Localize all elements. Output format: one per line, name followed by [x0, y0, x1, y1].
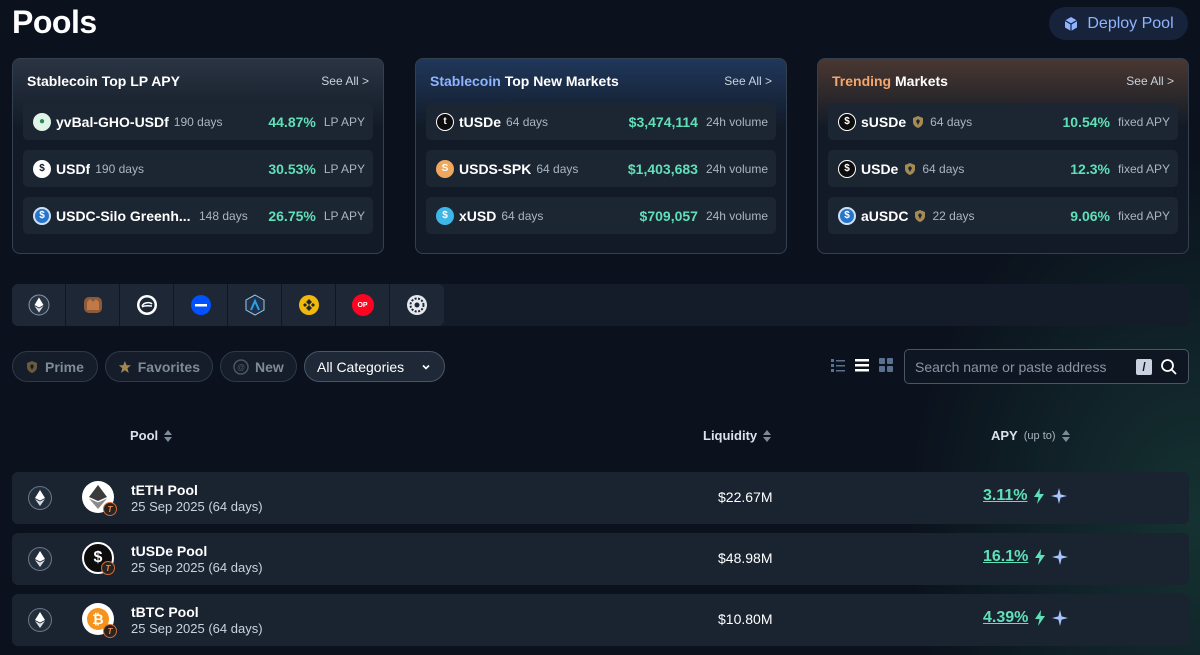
deploy-pool-label: Deploy Pool	[1087, 14, 1174, 32]
chain-sonic[interactable]	[120, 284, 174, 326]
list-item[interactable]: $ USDe 64 days 12.3% fixed APY	[828, 150, 1178, 187]
list-item[interactable]: $ xUSD 64 days $709,057 24h volume	[426, 197, 776, 234]
see-all-button[interactable]: See All >	[724, 74, 772, 88]
lightning-icon	[1034, 488, 1045, 504]
top-lp-apy-card: Stablecoin Top LP APY See All > ● yvBal-…	[12, 58, 384, 254]
card-title: Stablecoin Top New Markets	[430, 73, 619, 89]
table-row[interactable]: ₿ T tBTC Pool 25 Sep 2025 (64 days) $10.…	[12, 594, 1189, 646]
table-row[interactable]: T tETH Pool 25 Sep 2025 (64 days) $22.67…	[12, 472, 1189, 524]
list-item[interactable]: $ sUSDe 64 days 10.54% fixed APY	[828, 103, 1178, 140]
list-item[interactable]: $ USDf 190 days 30.53% LP APY	[23, 150, 373, 187]
search-icon[interactable]	[1160, 358, 1178, 376]
usde-token-icon: $	[838, 159, 856, 178]
tbtc-token-icon: ₿ T	[82, 603, 117, 638]
arbitrum-icon	[245, 294, 264, 316]
see-all-button[interactable]: See All >	[321, 74, 369, 88]
tranche-badge-icon: T	[101, 561, 115, 575]
svg-text:@: @	[237, 363, 245, 372]
chain-arbitrum[interactable]	[228, 284, 282, 326]
apy-value[interactable]: 4.39%	[983, 609, 1069, 627]
shield-icon	[905, 162, 916, 175]
tusde-token-icon: $ T	[82, 542, 115, 575]
star-icon	[118, 360, 131, 373]
list-view-icon[interactable]	[854, 357, 870, 373]
table-row[interactable]: $ T tUSDe Pool 25 Sep 2025 (64 days) $48…	[12, 533, 1189, 585]
see-all-button[interactable]: See All >	[1126, 74, 1174, 88]
yvbal-token-icon: ●	[33, 112, 51, 131]
liquidity-column-header[interactable]: Liquidity	[703, 428, 772, 443]
chain-ethereum[interactable]	[12, 284, 66, 326]
chain-bnb[interactable]	[282, 284, 336, 326]
chain-mantle[interactable]	[66, 284, 120, 326]
sort-icon	[1061, 429, 1070, 442]
ethereum-icon	[28, 608, 52, 632]
usdc-token-icon: $	[33, 206, 51, 225]
bnb-icon	[298, 295, 319, 315]
tusde-token-icon: t	[436, 112, 454, 131]
favorites-filter-button[interactable]: Favorites	[105, 351, 213, 382]
chain-optimism[interactable]: OP	[336, 284, 390, 326]
teth-token-icon: T	[82, 481, 117, 516]
mantle-icon	[83, 297, 102, 313]
sparkle-icon	[1052, 549, 1069, 565]
compact-list-icon[interactable]	[830, 357, 846, 373]
page-title: Pools	[12, 4, 97, 40]
grid-view-icon[interactable]	[878, 357, 894, 373]
ethereum-icon	[28, 547, 52, 571]
card-title: Trending Markets	[832, 73, 948, 89]
tranche-badge-icon: T	[103, 624, 117, 638]
pool-column-header[interactable]: Pool	[130, 428, 173, 443]
base-icon	[190, 295, 211, 315]
usdf-token-icon: $	[33, 159, 51, 178]
apy-value[interactable]: 3.11%	[983, 487, 1068, 505]
tranche-badge-icon: T	[103, 502, 117, 516]
new-filter-button[interactable]: @ New	[220, 351, 297, 382]
lightning-icon	[1035, 549, 1046, 565]
chain-hyperevm[interactable]	[390, 284, 444, 326]
usds-spk-token-icon: S	[436, 159, 454, 178]
card-title: Stablecoin Top LP APY	[27, 73, 180, 89]
optimism-icon: OP	[351, 294, 374, 316]
sort-icon	[763, 429, 772, 442]
ausdc-token-icon: $	[838, 206, 856, 225]
ethereum-icon	[28, 294, 49, 316]
svg-text:₿: ₿	[92, 611, 103, 627]
sonic-icon	[136, 295, 157, 315]
shield-icon	[915, 209, 926, 222]
chain-base[interactable]	[174, 284, 228, 326]
search-input[interactable]	[915, 358, 1128, 375]
sparkle-icon	[1052, 610, 1069, 626]
list-item[interactable]: $ USDC-Silo Greenh... 148 days 26.75% LP…	[23, 197, 373, 234]
sparkle-icon	[1051, 488, 1068, 504]
deploy-pool-button[interactable]: Deploy Pool	[1049, 7, 1188, 40]
sort-icon	[164, 429, 173, 442]
ethereum-icon	[28, 486, 52, 510]
shield-icon	[27, 360, 37, 373]
apy-column-header[interactable]: APY (up to)	[991, 428, 1070, 443]
shield-icon	[913, 115, 924, 128]
cube-icon	[1065, 16, 1078, 31]
chain-filter-bar: OP	[12, 284, 1189, 326]
top-new-markets-card: Stablecoin Top New Markets See All > t t…	[415, 58, 787, 254]
hyperevm-icon	[407, 295, 427, 315]
trending-markets-card: Trending Markets See All > $ sUSDe 64 da…	[817, 58, 1189, 254]
search-box: /	[904, 349, 1189, 384]
xusd-token-icon: $	[436, 206, 454, 225]
chevron-down-icon	[422, 364, 430, 370]
lightning-icon	[1035, 610, 1046, 626]
apy-value[interactable]: 16.1%	[983, 548, 1069, 566]
list-item[interactable]: S USDS-SPK 64 days $1,403,683 24h volume	[426, 150, 776, 187]
view-toggle	[830, 357, 894, 373]
susde-token-icon: $	[838, 112, 856, 131]
list-item[interactable]: $ aUSDC 22 days 9.06% fixed APY	[828, 197, 1178, 234]
keyboard-shortcut-badge: /	[1136, 358, 1152, 375]
list-item[interactable]: ● yvBal-GHO-USDf 190 days 44.87% LP APY	[23, 103, 373, 140]
list-item[interactable]: t tUSDe 64 days $3,474,114 24h volume	[426, 103, 776, 140]
new-badge-icon: @	[233, 358, 249, 375]
prime-filter-button[interactable]: Prime	[12, 351, 98, 382]
categories-dropdown[interactable]: All Categories	[304, 351, 445, 382]
